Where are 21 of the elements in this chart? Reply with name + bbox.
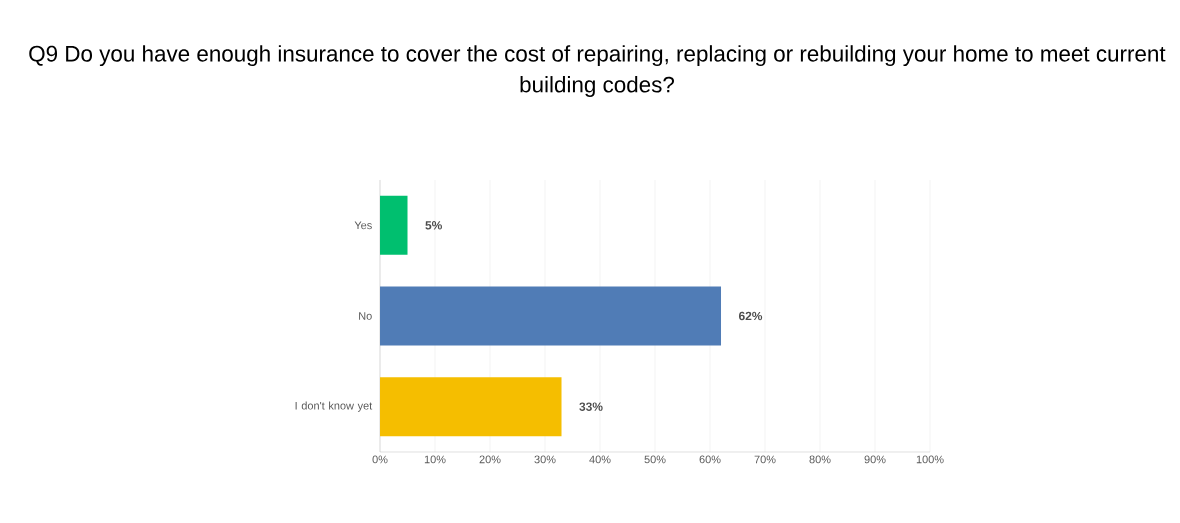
data-label: 62%: [738, 311, 763, 321]
x-tick-label: 90%: [864, 455, 886, 464]
x-tick-label: 60%: [699, 455, 721, 464]
y-tick-label: I don't know yet: [295, 401, 373, 412]
x-tick-label: 20%: [479, 455, 501, 464]
x-tick-label: 50%: [644, 455, 666, 464]
x-tick-label: 0%: [372, 455, 388, 464]
x-tick-label: 10%: [424, 455, 446, 464]
bar: [380, 195, 408, 255]
bar: [380, 377, 562, 437]
x-tick-label: 30%: [534, 455, 556, 464]
x-tick-label: 40%: [589, 455, 611, 464]
y-tick-label: No: [359, 312, 372, 320]
x-tick-label: 70%: [754, 455, 776, 464]
data-label: 5%: [425, 221, 442, 230]
x-tick-label: 100%: [916, 455, 944, 464]
bar: [380, 286, 722, 346]
y-tick-label: Yes: [354, 221, 372, 230]
chart-title: Q9 Do you have enough insurance to cover the cost of repairing, replacing or rebuilding your home to meet current building codes?: [29, 45, 1166, 97]
x-tick-label: 80%: [809, 455, 831, 464]
data-label: 33%: [579, 402, 603, 411]
